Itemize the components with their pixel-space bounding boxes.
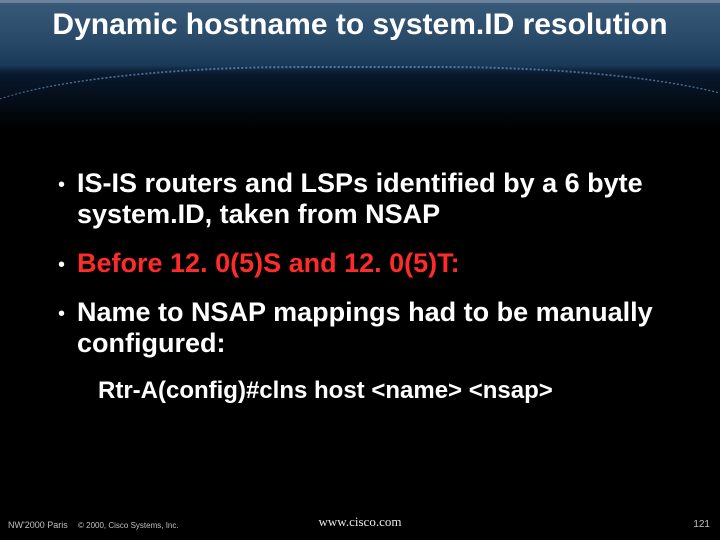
header-band: Dynamic hostname to system.ID resolution — [0, 0, 720, 130]
bullet-dot-icon: • — [58, 254, 65, 277]
bullet-text: Name to NSAP mappings had to be manually… — [77, 297, 690, 359]
bullet-item: • Before 12. 0(5)S and 12. 0(5)T: — [58, 248, 690, 279]
bullet-text: Before 12. 0(5)S and 12. 0(5)T: — [77, 248, 460, 279]
bullet-dot-icon: • — [58, 303, 65, 326]
bullet-item: • Name to NSAP mappings had to be manual… — [58, 297, 690, 359]
command-line: Rtr-A(config)#clns host <name> <nsap> — [98, 377, 690, 405]
footer-page-number: 121 — [693, 519, 710, 530]
bullet-item: • IS-IS routers and LSPs identified by a… — [58, 168, 690, 230]
slide-content: • IS-IS routers and LSPs identified by a… — [58, 168, 690, 405]
bullet-dot-icon: • — [58, 174, 65, 197]
footer-url: www.cisco.com — [0, 514, 720, 530]
bullet-text: IS-IS routers and LSPs identified by a 6… — [77, 168, 690, 230]
slide-title: Dynamic hostname to system.ID resolution — [0, 8, 720, 41]
footer: NW'2000 Paris © 2000, Cisco Systems, Inc… — [0, 512, 720, 530]
